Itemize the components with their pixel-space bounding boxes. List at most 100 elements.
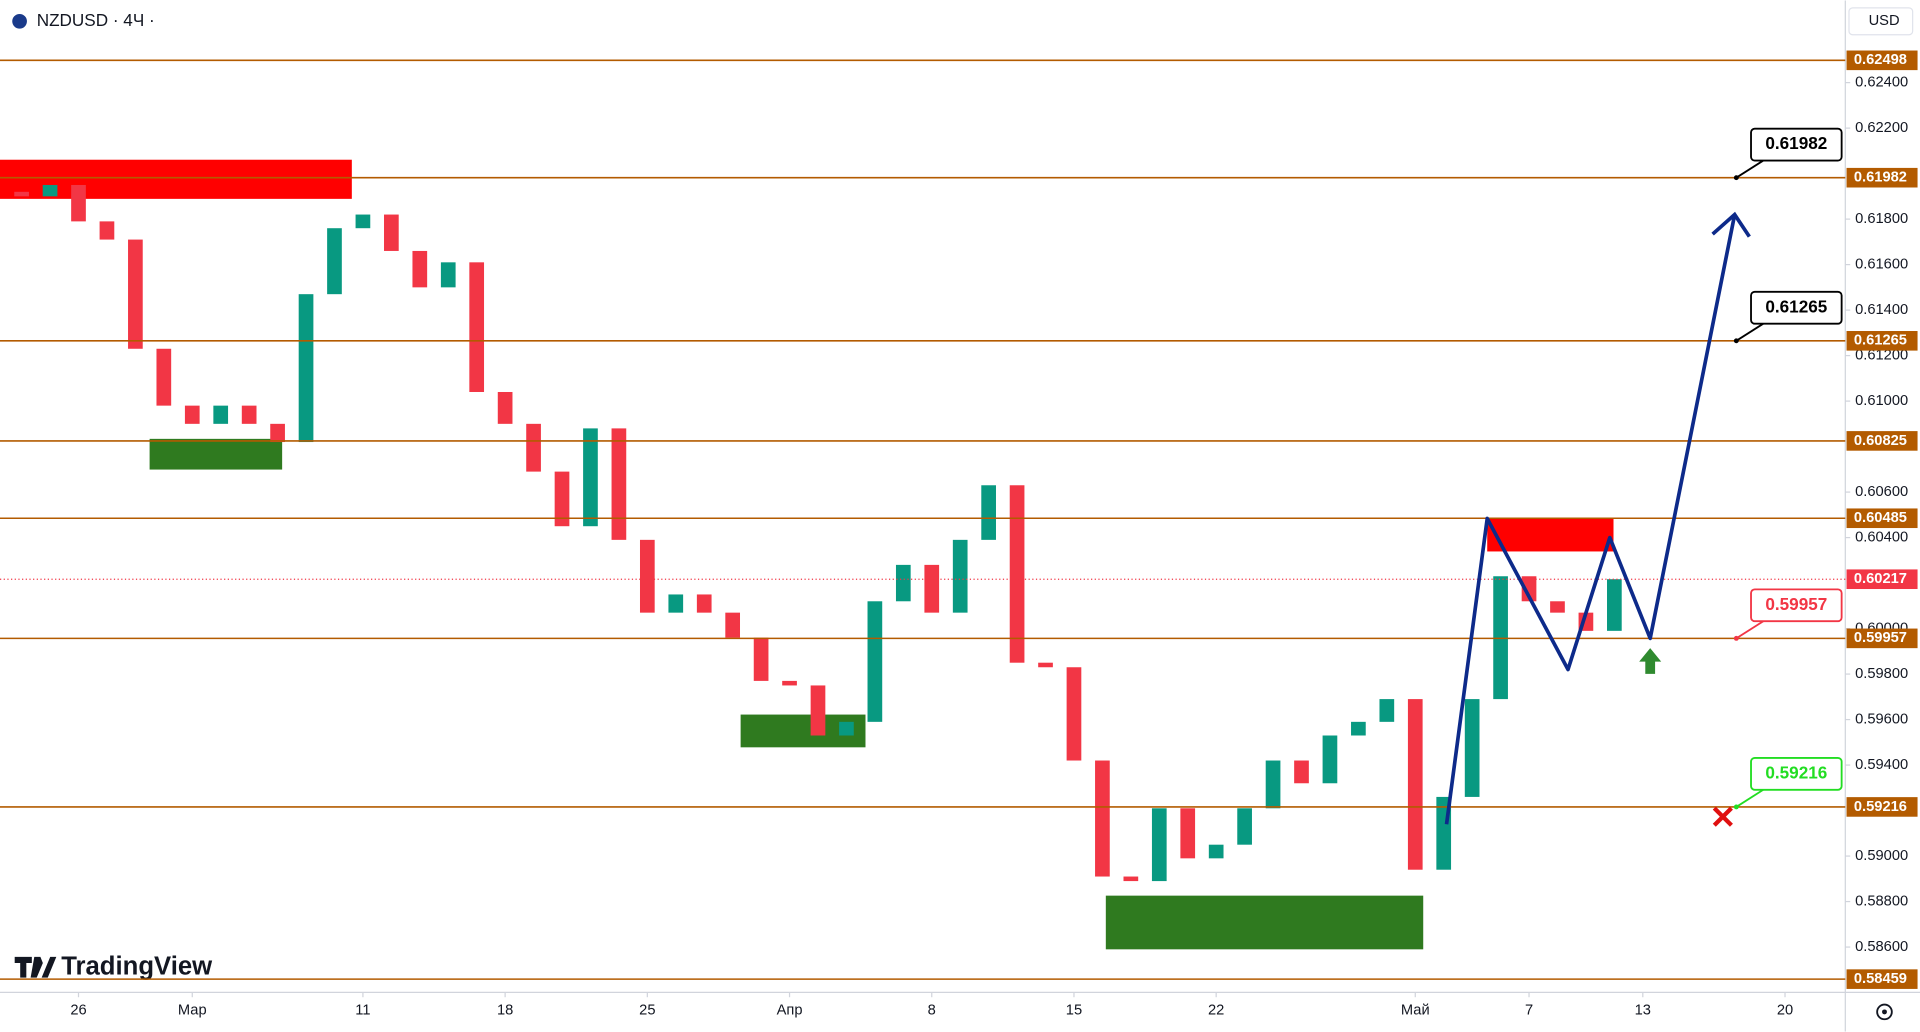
level-label-box	[1846, 167, 1918, 188]
candle-body	[867, 601, 883, 722]
candle-body	[1123, 876, 1139, 882]
candle-body	[1464, 699, 1480, 797]
x-tick-label: 7	[1525, 1003, 1533, 1019]
candle-body	[554, 471, 570, 527]
x-tick-label: 20	[1777, 1003, 1793, 1019]
level-label-box	[1846, 431, 1918, 451]
y-tick-label: 0.59800	[1855, 666, 1908, 682]
level-label: 0.59957	[1854, 630, 1907, 646]
candle-body	[99, 221, 115, 240]
logo-text: TradingView	[61, 953, 213, 981]
callout-label: 0.61982	[1765, 133, 1827, 153]
candle-body	[1351, 721, 1366, 736]
y-tick-label: 0.62200	[1855, 120, 1908, 136]
candle-body	[241, 405, 257, 424]
candle-body	[753, 637, 769, 681]
level-label-box	[1846, 969, 1918, 989]
candle-body	[1009, 485, 1025, 663]
level-label: 0.61982	[1854, 170, 1907, 186]
candle-body	[156, 348, 172, 406]
candle-body	[1607, 579, 1622, 631]
callout-label: 0.59216	[1765, 762, 1827, 782]
y-tick-label: 0.59400	[1855, 757, 1908, 773]
candle-body	[1038, 662, 1053, 668]
callout-pointer	[1735, 620, 1764, 640]
symbol-title[interactable]: NZDUSD · 4Ч ·	[37, 10, 155, 30]
candle-body	[810, 685, 826, 736]
candle-body	[924, 564, 940, 613]
candle-body	[1180, 808, 1196, 859]
callout-label: 0.59957	[1765, 594, 1827, 614]
candle-body	[1379, 699, 1395, 722]
candle-body	[128, 239, 143, 349]
y-tick-label: 0.58600	[1855, 939, 1908, 955]
y-tick-label: 0.59600	[1855, 711, 1908, 727]
level-label: 0.60485	[1854, 510, 1907, 526]
x-tick-label: Апр	[777, 1003, 803, 1019]
flag-icon	[12, 13, 27, 29]
candle-body	[1208, 844, 1224, 859]
candle-body	[839, 721, 854, 736]
buy-arrow-icon	[1639, 648, 1662, 674]
candle-body	[327, 228, 342, 295]
x-tick-label: 25	[639, 1003, 655, 1019]
candle-body	[583, 428, 598, 527]
y-tick-label: 0.61600	[1855, 256, 1908, 272]
candle-body	[1521, 576, 1537, 602]
y-tick-label: 0.60600	[1855, 484, 1908, 500]
settings-icon[interactable]	[1876, 1003, 1893, 1021]
x-tick-label: 18	[497, 1003, 513, 1019]
candle-body	[469, 262, 485, 392]
candle-body	[213, 405, 229, 424]
candle-body	[952, 539, 968, 613]
callout-label: 0.61265	[1765, 296, 1827, 316]
candle-body	[1322, 735, 1338, 784]
candle-body	[895, 564, 911, 602]
level-label-box	[1846, 50, 1918, 71]
callout-anchor	[1733, 804, 1739, 810]
level-label-box	[1846, 508, 1918, 529]
x-tick-label: Мар	[178, 1003, 207, 1019]
y-tick-label: 0.58800	[1855, 893, 1908, 909]
callout-pointer	[1735, 322, 1764, 342]
candle-body	[1095, 760, 1110, 877]
callout-box	[1750, 127, 1843, 162]
candle-body	[782, 680, 797, 686]
candle-body	[1265, 760, 1281, 809]
projection-arrowhead	[1711, 211, 1751, 238]
zone	[1105, 895, 1424, 950]
callout-box	[1750, 290, 1843, 325]
candle-body	[526, 423, 541, 472]
candle-body	[611, 428, 627, 540]
candle-body	[42, 184, 58, 197]
y-tick-label: 0.61000	[1855, 393, 1908, 409]
logo-icon	[14, 956, 57, 978]
x-tick-label: 26	[70, 1003, 86, 1019]
level-label-box	[1846, 628, 1918, 649]
callout-anchor	[1733, 175, 1739, 181]
level-label: 0.61265	[1854, 333, 1907, 349]
candle-body	[725, 612, 741, 638]
last-price-label: 0.60217	[1854, 571, 1907, 587]
candle-body	[1294, 760, 1309, 784]
currency-button[interactable]	[1848, 7, 1914, 36]
level-label: 0.58459	[1854, 971, 1907, 987]
currency-label[interactable]: USD	[1869, 13, 1900, 29]
callout-box	[1750, 757, 1843, 791]
candle-body	[270, 423, 285, 443]
logo: TradingView	[14, 953, 213, 981]
level-label: 0.62498	[1854, 52, 1907, 68]
callout-box	[1750, 588, 1843, 623]
zone	[149, 438, 283, 470]
candle-body	[696, 594, 712, 613]
candle-body	[71, 184, 86, 222]
candle-body	[1550, 601, 1565, 613]
stop-cross-icon	[1712, 806, 1733, 827]
candle-body	[384, 214, 399, 251]
candle-body	[14, 191, 29, 197]
y-tick-label: 0.61400	[1855, 302, 1908, 318]
y-tick-label: 0.62400	[1855, 74, 1908, 90]
level-label-box	[1846, 797, 1918, 817]
